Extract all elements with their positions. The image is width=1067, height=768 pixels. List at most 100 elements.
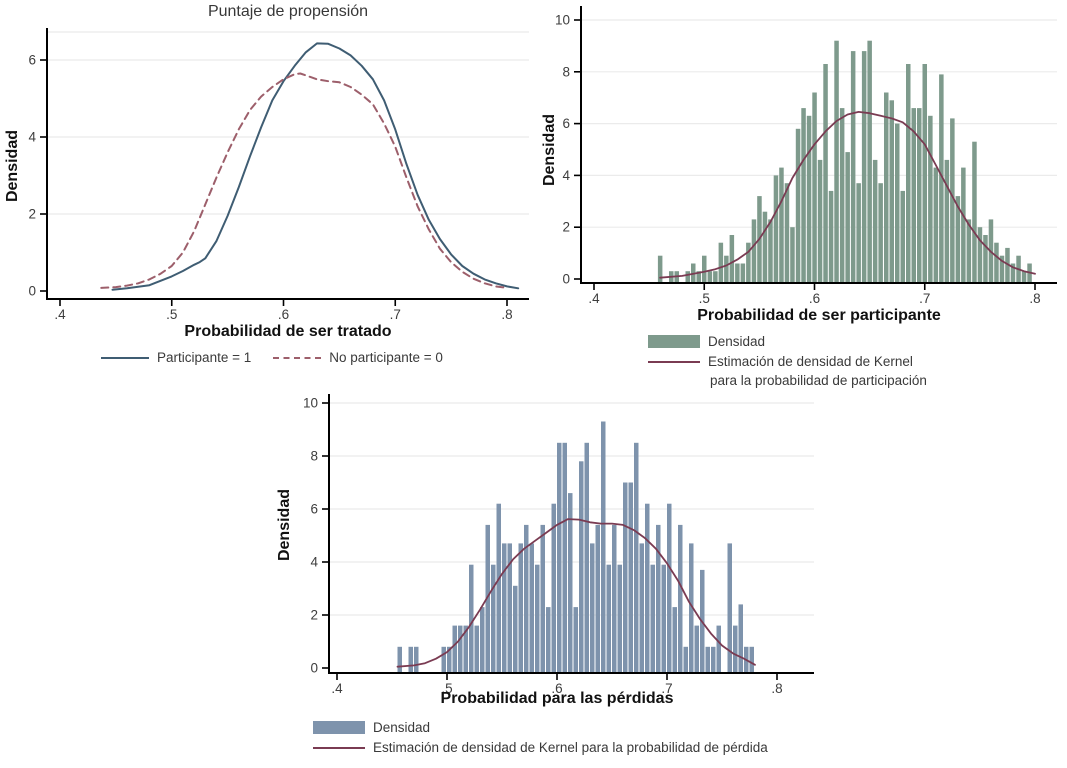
legend-item: Densidad [648,334,927,349]
histogram-bar [895,123,900,283]
histogram-bar [961,167,966,283]
density-curve [111,42,520,291]
losses-probability-chart: Densidad .4 .5 .6 .7 .8 0 2 4 6 8 10 Probabilidad … [250,390,890,768]
y-tick-label: 6 [562,116,570,131]
legend-item: No participante = 0 [273,350,443,365]
histogram-bar [480,607,485,673]
histogram-bar [900,190,906,283]
histogram-bar [683,646,688,673]
y-tick-label: 8 [562,64,570,79]
histogram-bar [672,607,677,673]
histogram-bar [983,235,988,283]
histogram-bar [694,625,699,673]
histogram-bar [579,461,584,673]
histogram-bar [738,604,743,673]
histogram-bar [917,108,922,283]
histogram-bar [790,227,795,283]
x-axis-label: Probabilidad de ser tratado [184,323,392,340]
histogram-bar [867,40,872,284]
y-tick-label: 0 [28,284,36,299]
solid-line-swatch-icon [101,356,150,359]
y-tick-label: 4 [562,168,570,183]
legend-label: Participante = 1 [157,350,252,365]
dashed-line-swatch-icon [273,356,322,359]
kernel-line-swatch-icon [648,360,700,363]
x-tick-label: .8 [771,681,782,696]
histogram-bar [746,242,751,283]
legend-item: Densidad [313,720,768,735]
histogram-bar [617,564,622,673]
y-tick-label: 0 [562,272,570,287]
histogram-bar [922,64,928,283]
legend: Participante = 1 No participante = 0 [27,350,517,365]
histogram-swatch-icon [313,721,365,734]
histogram-bar [749,646,754,673]
y-tick-label: 2 [562,220,570,235]
histogram-bar [878,183,883,283]
x-tick-label: .7 [919,291,930,306]
legend-label-continuation: para la probabilidad de participación [710,373,927,388]
histogram-bar [447,646,452,673]
histogram-bar [711,646,716,673]
histogram-bar [414,646,419,673]
histogram-bar [601,421,606,673]
x-tick-label: .7 [661,681,672,696]
histogram-bar [933,167,939,283]
histogram-bar [397,646,402,673]
histogram-bar [590,543,595,673]
histogram-bar [546,607,551,673]
x-tick-label: .8 [501,307,512,322]
histogram-bar [733,625,738,673]
chart-title: Puntaje de propensión [207,3,369,20]
legend-label: Estimación de densidad de Kernel [708,354,913,369]
y-tick-label: 2 [310,608,318,623]
histogram-bar [762,211,768,283]
histogram-bar [906,64,911,283]
legend: Densidad Estimación de densidad de Kerne… [648,334,927,387]
histogram-bar [518,543,523,673]
kernel-density-curve [396,518,756,668]
histogram-bar [595,524,600,673]
histogram-bar [861,51,867,283]
histogram-bar [678,524,683,673]
histogram-bar [606,564,611,673]
histogram-bar [856,183,861,283]
histogram-bar [735,263,740,283]
histogram-bar [823,64,828,283]
x-tick-label: .8 [1029,291,1040,306]
histogram-bar [628,482,633,673]
legend-item: Estimación de densidad de Kernel [648,354,927,369]
histogram-bar [458,625,463,673]
histogram-bar [972,141,977,283]
y-tick-label: 0 [310,661,318,676]
legend-label: No participante = 0 [329,350,443,365]
histogram-bar [507,543,512,673]
histogram-bar [551,503,556,673]
histogram-bar [474,625,479,673]
histogram-bar [839,108,845,283]
histogram-bar [452,625,457,673]
histogram-bar [568,493,573,673]
histogram-bar [535,564,540,673]
participation-probability-chart: Densidad .4 .5 .6 .7 .8 0 2 4 6 8 10 Probabilidad … [533,0,1067,392]
chart-plot-area: .4 .5 .6 .7 .8 0 2 4 6 [28,28,529,322]
x-tick-label: .4 [54,307,66,322]
histogram-bar [1010,263,1016,283]
kernel-density-curve [659,111,1036,279]
legend-label: Densidad [708,334,766,349]
histogram-bar [944,159,950,283]
histogram-bar [812,92,817,283]
histogram-bar [872,159,878,283]
histogram-bar [667,503,672,673]
x-tick-label: .6 [809,291,820,306]
histogram-bar [685,271,691,283]
histogram-bar [850,51,856,283]
histogram-bar [705,646,710,673]
histogram-bar [716,625,721,673]
histogram-bar [529,543,534,673]
x-tick-label: .4 [331,681,343,696]
histogram-bar [702,255,707,283]
histogram-bar [994,242,999,283]
histogram-bar [718,242,724,283]
